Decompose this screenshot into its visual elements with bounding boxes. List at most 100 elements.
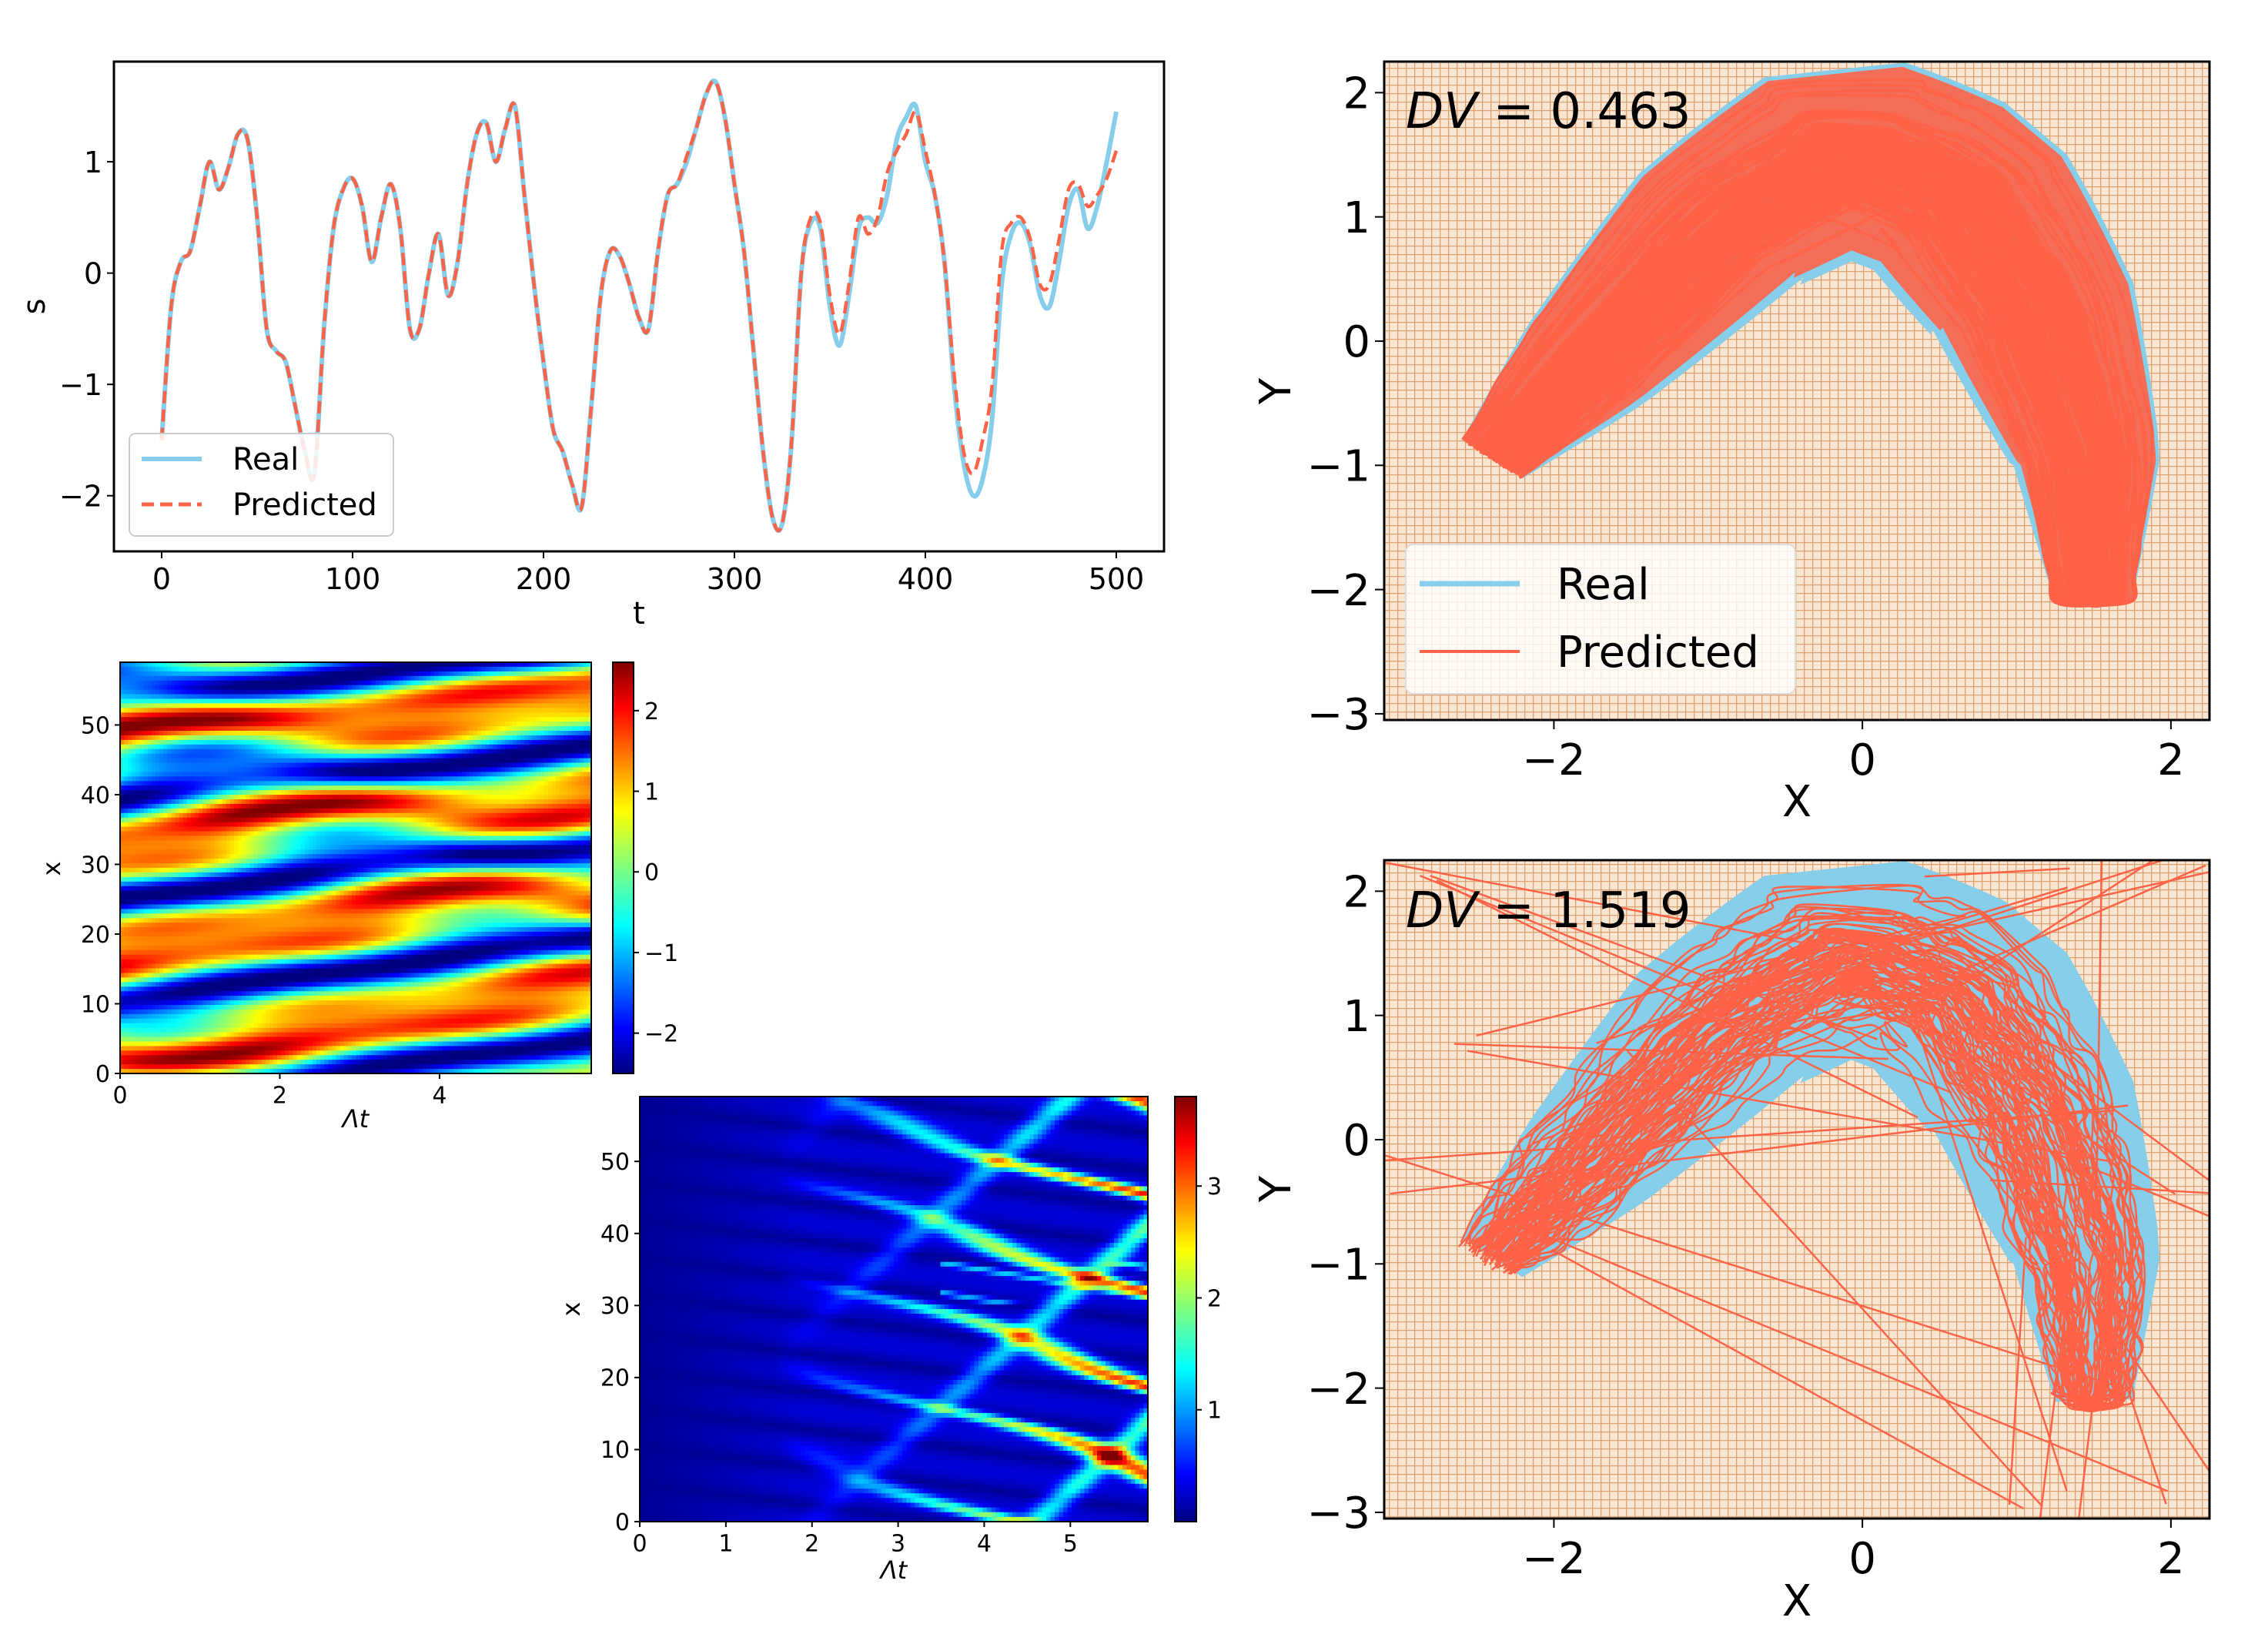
h1-cell [233,762,239,769]
h1-cell [312,1055,317,1060]
h1-cell [214,849,219,855]
h1-cell [265,731,270,736]
h1-cell [147,968,152,974]
h1-cell [206,845,212,850]
h1-cell [296,717,302,722]
h1-cell [293,799,298,805]
h1-cell [289,685,294,691]
h1-cell [238,854,243,859]
h1-cell [167,840,172,846]
h1-cell [120,735,125,741]
h1-cell [324,739,329,745]
h1-cell [300,731,306,736]
h1-cell [265,1032,270,1038]
h1-cell [190,822,196,828]
h1-cell [316,849,321,855]
h1-cell [179,895,184,901]
h1-cell [155,845,160,850]
h1-cell [289,918,294,923]
h1-cell [238,1041,243,1047]
h1-cell [229,1009,235,1015]
h1-cell [128,936,133,942]
h1-cell [289,1064,294,1070]
h1-cell [214,986,219,992]
h1-cell [171,803,176,809]
h1-cell [179,927,184,933]
h1-cell [171,1060,176,1065]
h1-cell [139,872,145,878]
h1-cell [273,854,278,859]
h1-cell [199,845,203,850]
h1-cell [226,836,231,842]
h1-cell [285,785,290,791]
h1-cell [167,803,172,809]
h1-cell [128,831,133,837]
h1-cell [163,996,168,1001]
h1-cell [120,886,125,892]
h1-cell [249,803,255,809]
h1-cell [226,1060,231,1065]
h1-cell [120,968,125,974]
h1-cell [242,776,246,782]
h1-cell [226,708,231,713]
h1-cell [269,927,274,933]
h1-cell [163,876,168,882]
h1-cell [281,863,286,869]
h1-cell [293,923,298,928]
h1-cell [182,666,188,672]
h1-cell [312,872,317,878]
h1-cell [139,895,145,901]
h1-cell [269,831,274,837]
h1-cell [253,836,259,842]
h1-cell [253,1027,259,1033]
h1-cell [312,982,317,987]
h1-cell [320,722,325,727]
h1-cell [155,1041,160,1047]
h1-cell [273,859,278,864]
h1-cell [273,831,278,837]
h1-cell [206,795,212,800]
h1-cell [261,803,266,809]
h1-cell [242,836,246,842]
h1-cell [269,936,274,942]
h1-cell [277,868,282,873]
h1-cell [285,748,290,755]
h1-cell [242,1027,246,1033]
h1-cell [175,772,180,778]
h1-cell [316,863,321,869]
h1-cell [261,717,266,722]
h1-cell [285,722,290,727]
h1-cell [124,927,129,933]
h1-cell [155,689,160,695]
h1-cell [179,945,184,951]
h1-cell [261,703,266,709]
h1-cell [249,662,255,668]
h1-cell [210,685,216,691]
h1-cell [332,845,337,850]
h1-cell [163,703,168,709]
h1-cell [304,712,309,718]
h1-cell [308,1023,313,1029]
h1-cell [281,1069,286,1073]
h1-cell [182,886,188,892]
h1-cell [249,826,255,832]
h1-cell [128,680,133,686]
h1-cell [308,831,313,837]
h1-cell [175,739,180,745]
h1-cell [316,675,321,681]
h1-cell [277,923,282,928]
h1-cell [171,868,176,873]
h1-cell [253,849,259,855]
h1-cell [143,817,149,823]
h1-cell [312,680,317,686]
h1-cell [179,991,184,996]
h1-cell [179,936,184,942]
h1-cell [128,822,133,828]
h1-cell [308,1060,313,1065]
h1-cell [151,949,156,956]
h1-cell [238,758,243,764]
h1-cell [300,890,306,896]
h1-cell [293,1060,298,1065]
h1-cell [128,790,133,795]
h1-cell [206,698,212,705]
